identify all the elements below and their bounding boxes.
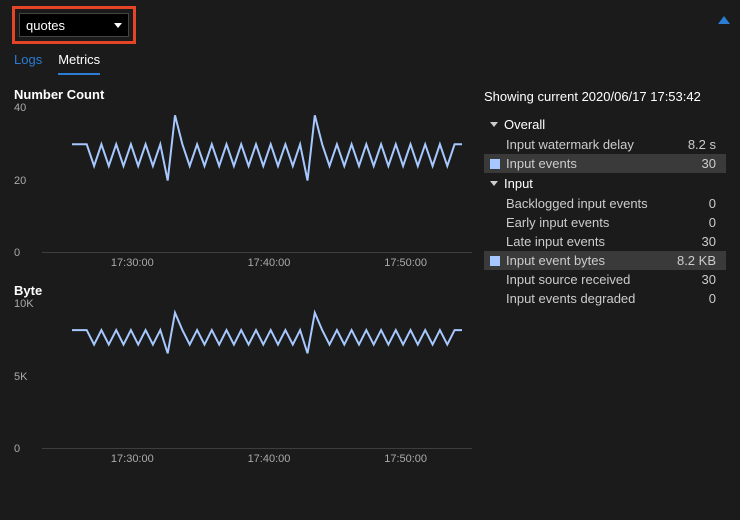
metric-group-header[interactable]: Overall — [484, 114, 726, 135]
charts-panel: Number Count 40 20 0 17:30:00 17:40:00 1… — [14, 81, 474, 465]
metric-label: Backlogged input events — [506, 196, 648, 211]
x-tick: 17:50:00 — [384, 257, 427, 269]
y-tick: 20 — [14, 175, 26, 187]
metric-label: Input source received — [506, 272, 630, 287]
source-dropdown[interactable]: quotes — [19, 13, 129, 37]
metric-row[interactable]: Backlogged input events 0 — [484, 194, 726, 213]
chart-number-count: Number Count 40 20 0 17:30:00 17:40:00 1… — [14, 87, 474, 269]
metric-value: 30 — [702, 234, 720, 249]
metric-label: Late input events — [506, 234, 605, 249]
tab-logs[interactable]: Logs — [14, 52, 42, 75]
metric-label: Input watermark delay — [506, 137, 634, 152]
metric-row[interactable]: Early input events 0 — [484, 213, 726, 232]
showing-current: Showing current 2020/06/17 17:53:42 — [484, 89, 726, 104]
x-tick: 17:30:00 — [111, 257, 154, 269]
metric-value: 0 — [709, 291, 720, 306]
y-tick: 5K — [14, 371, 27, 383]
y-tick: 40 — [14, 102, 26, 114]
chart-svg-1 — [40, 304, 474, 449]
metric-row[interactable]: Input watermark delay 8.2 s — [484, 135, 726, 154]
chart-byte: Byte 10K 5K 0 17:30:00 17:40:00 17:50:00 — [14, 283, 474, 465]
metric-row[interactable]: Late input events 30 — [484, 232, 726, 251]
metric-value: 0 — [709, 215, 720, 230]
x-tick: 17:30:00 — [111, 453, 154, 465]
chart-title: Number Count — [14, 87, 474, 102]
metric-row[interactable]: Input events degraded 0 — [484, 289, 726, 308]
metric-value: 8.2 s — [688, 137, 720, 152]
metric-row[interactable]: Input event bytes 8.2 KB — [484, 251, 726, 270]
metric-label: Early input events — [506, 215, 609, 230]
series-swatch — [490, 256, 500, 266]
metric-value: 0 — [709, 196, 720, 211]
collapse-button[interactable] — [718, 16, 730, 24]
metric-group-header[interactable]: Input — [484, 173, 726, 194]
metric-label: Input events — [506, 156, 577, 171]
metric-groups: Overall Input watermark delay 8.2 s Input e… — [484, 114, 726, 308]
y-tick: 0 — [14, 443, 20, 455]
metric-group-label: Input — [504, 176, 533, 191]
dropdown-value: quotes — [26, 18, 65, 33]
x-tick: 17:50:00 — [384, 453, 427, 465]
series-swatch — [490, 159, 500, 169]
y-tick: 0 — [14, 247, 20, 259]
chevron-down-icon — [114, 23, 122, 28]
metric-label: Input event bytes — [506, 253, 605, 268]
chevron-down-icon — [490, 122, 498, 127]
chevron-down-icon — [490, 181, 498, 186]
highlight-box: quotes — [12, 6, 136, 44]
metric-label: Input events degraded — [506, 291, 635, 306]
metric-value: 30 — [702, 272, 720, 287]
chevron-up-icon — [718, 16, 730, 24]
showing-prefix: Showing current — [484, 89, 582, 104]
tabs: Logs Metrics — [0, 44, 740, 75]
x-tick: 17:40:00 — [248, 453, 291, 465]
tab-metrics[interactable]: Metrics — [58, 52, 100, 75]
metric-value: 8.2 KB — [677, 253, 720, 268]
chart-title: Byte — [14, 283, 474, 298]
y-tick: 10K — [14, 298, 34, 310]
showing-time: 2020/06/17 17:53:42 — [582, 89, 701, 104]
metric-row[interactable]: Input events 30 — [484, 154, 726, 173]
chart-svg-0 — [40, 108, 474, 253]
metric-group-label: Overall — [504, 117, 545, 132]
metric-row[interactable]: Input source received 30 — [484, 270, 726, 289]
x-tick: 17:40:00 — [248, 257, 291, 269]
metrics-side-panel: Showing current 2020/06/17 17:53:42 Over… — [474, 81, 726, 465]
metric-value: 30 — [702, 156, 720, 171]
